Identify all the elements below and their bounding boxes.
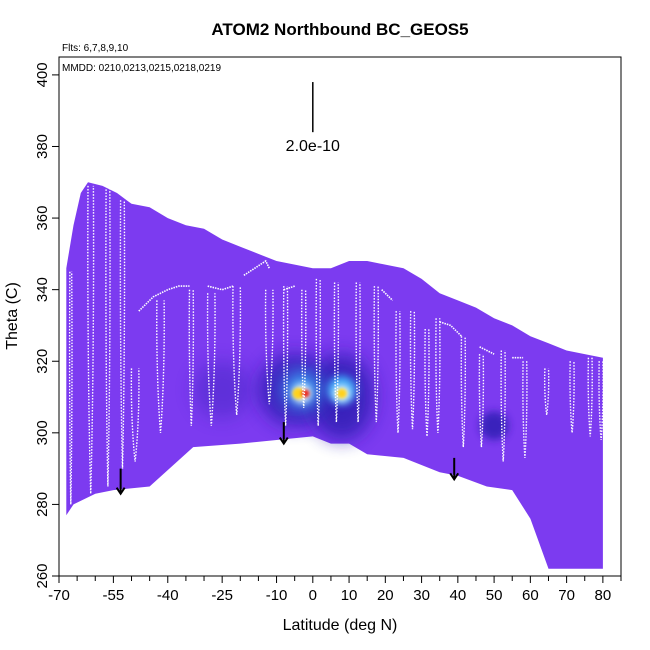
y-axis-label: Theta (C) [4,282,21,350]
plot-frame [58,56,622,577]
y-tick-label: 360 [34,206,51,231]
level-track [138,285,190,312]
flight-profile [395,311,401,433]
x-tick-label: -25 [211,587,233,604]
chart-title: ATOM2 Northbound BC_GEOS5 [211,20,468,39]
level-track [439,321,463,337]
level-tracks [138,259,524,359]
y-tick-label: 340 [34,277,51,302]
flight-profile [409,311,416,430]
flight-profile [206,293,216,426]
x-tick-label: 0 [309,587,317,604]
flight-profile [569,361,575,433]
arrow-head [278,437,289,446]
x-tick-label: 70 [558,587,575,604]
flight-profile [282,286,289,426]
flight-profile [598,361,604,441]
flight-profile [543,368,550,416]
concentration-blob [193,361,252,419]
y-tick-label: 280 [34,492,51,517]
y-tick-label: 380 [34,134,51,159]
flight-profile [87,185,95,494]
flight-profile [424,328,430,437]
concentration-blob [292,387,305,400]
arrows [115,422,460,496]
level-track [243,259,271,276]
x-tick-label: -70 [48,587,70,604]
flight-profile [460,336,467,448]
x-tick-label: 60 [522,587,539,604]
level-track [479,346,495,355]
flight-profile [435,318,441,433]
y-tick-label: 260 [34,563,51,588]
flight-profile [500,350,506,462]
level-track [381,289,394,301]
flights-note: Flts: 6,7,8,9,10 [62,43,129,54]
flight-profile [333,282,340,423]
arrow-head [449,472,460,482]
flight-profile [315,278,322,426]
flight-profile [300,289,307,408]
x-axis-label: Latitude (deg N) [283,617,398,634]
flight-profile [522,361,528,458]
concentration-blob [336,388,347,399]
flight-profile [355,282,361,423]
flight-profile [130,368,140,462]
flight-profile [156,300,165,433]
flight-profile [188,289,195,426]
flight-profile [68,271,73,505]
x-tick-label: -10 [266,587,288,604]
scale-label: 2.0e-10 [286,138,340,155]
x-tick-label: 50 [486,587,503,604]
x-tick-label: 40 [449,587,466,604]
x-tick-label: -40 [157,587,179,604]
x-axis: -70 -55 -40 -25 -10 0 10 20 30 40 50 60 70 80 [48,576,622,604]
x-tick-label: 10 [341,587,358,604]
y-tick-label: 300 [34,420,51,445]
arrow-head [115,487,126,496]
x-tick-label: 30 [413,587,430,604]
y-tick-label: 320 [34,349,51,374]
y-axis: 260 280 300 320 340 360 380 400 [34,62,59,589]
flight-profile [373,286,380,423]
level-track [283,285,295,291]
x-tick-label: 80 [595,587,612,604]
y-tick-label: 400 [34,62,51,87]
flight-profiles [68,185,604,505]
x-tick-label: -55 [103,587,125,604]
flight-profile [119,200,126,469]
flight-profile [587,357,593,437]
flight-profile [232,286,242,415]
flight-profile [478,354,485,448]
plot-area [66,182,604,569]
level-track [207,285,234,291]
flight-profile [105,189,111,487]
x-tick-label: 20 [377,587,394,604]
dates-note: MMDD: 0210,0213,0215,0218,0219 [62,63,221,74]
flight-profile [264,289,274,405]
